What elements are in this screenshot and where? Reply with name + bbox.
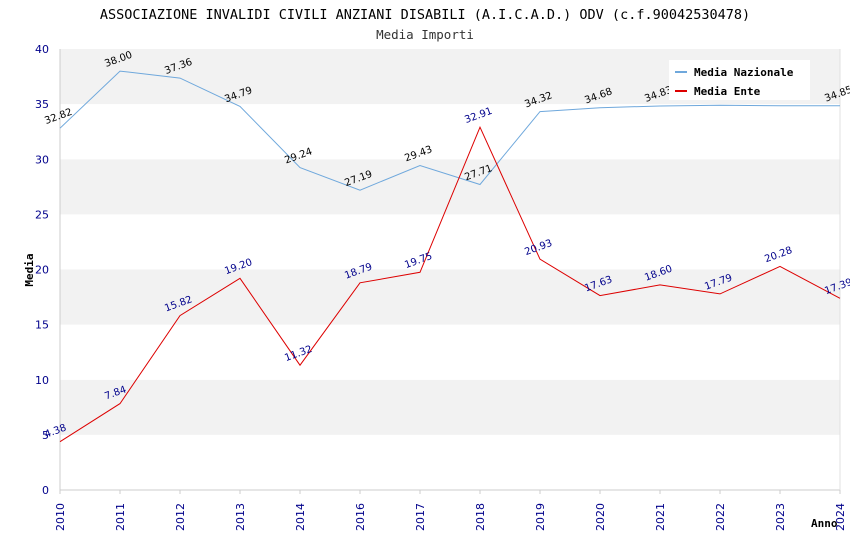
x-tick-label: 2010 <box>54 503 67 531</box>
grid-band <box>60 159 840 215</box>
x-tick-label: 2016 <box>354 503 367 531</box>
y-axis-ticks: 0 5 10 15 20 25 30 35 40 <box>35 43 49 497</box>
chart-title: ASSOCIAZIONE INVALIDI CIVILI ANZIANI DIS… <box>100 7 750 23</box>
x-axis-label: Anno <box>811 517 838 530</box>
y-tick-label: 0 <box>42 484 49 497</box>
x-axis-ticks: 2010 2011 2012 2013 2014 2016 2017 2018 2019 2020… <box>54 490 847 531</box>
x-tick-label: 2019 <box>534 503 547 531</box>
grid-band <box>60 379 840 435</box>
x-tick-label: 2024 <box>834 503 847 531</box>
x-tick-label: 2020 <box>594 503 607 531</box>
legend-box <box>669 60 810 100</box>
y-tick-label: 25 <box>35 208 49 221</box>
legend-label: Media Ente <box>694 85 761 98</box>
y-tick-label: 15 <box>35 319 49 332</box>
plot-frame <box>59 49 841 491</box>
grid-band <box>60 214 840 270</box>
x-tick-label: 2014 <box>294 503 307 531</box>
grid-band <box>60 104 840 160</box>
chart-subtitle: Media Importi <box>376 27 474 42</box>
x-tick-label: 2012 <box>174 503 187 531</box>
x-tick-label: 2011 <box>114 503 127 531</box>
grid-band <box>60 434 840 490</box>
x-tick-label: 2021 <box>654 503 667 531</box>
y-tick-label: 35 <box>35 98 49 111</box>
grid-bands <box>60 49 840 490</box>
x-tick-label: 2013 <box>234 503 247 531</box>
y-axis-label: Media <box>23 253 36 286</box>
y-tick-label: 5 <box>42 429 49 442</box>
grid-band <box>60 324 840 380</box>
series-layer <box>59 70 841 443</box>
y-tick-label: 20 <box>35 264 49 277</box>
legend-label: Media Nazionale <box>694 66 794 79</box>
series-line <box>59 125 841 443</box>
y-tick-label: 40 <box>35 43 49 56</box>
grid-band <box>60 269 840 325</box>
x-tick-label: 2023 <box>774 503 787 531</box>
legend: Media Nazionale Media Ente <box>669 60 810 100</box>
series-line <box>59 70 840 191</box>
y-tick-label: 30 <box>35 153 49 166</box>
x-tick-label: 2018 <box>474 503 487 531</box>
y-tick-label: 10 <box>35 374 49 387</box>
x-tick-label: 2017 <box>414 503 427 531</box>
x-tick-label: 2022 <box>714 503 727 531</box>
